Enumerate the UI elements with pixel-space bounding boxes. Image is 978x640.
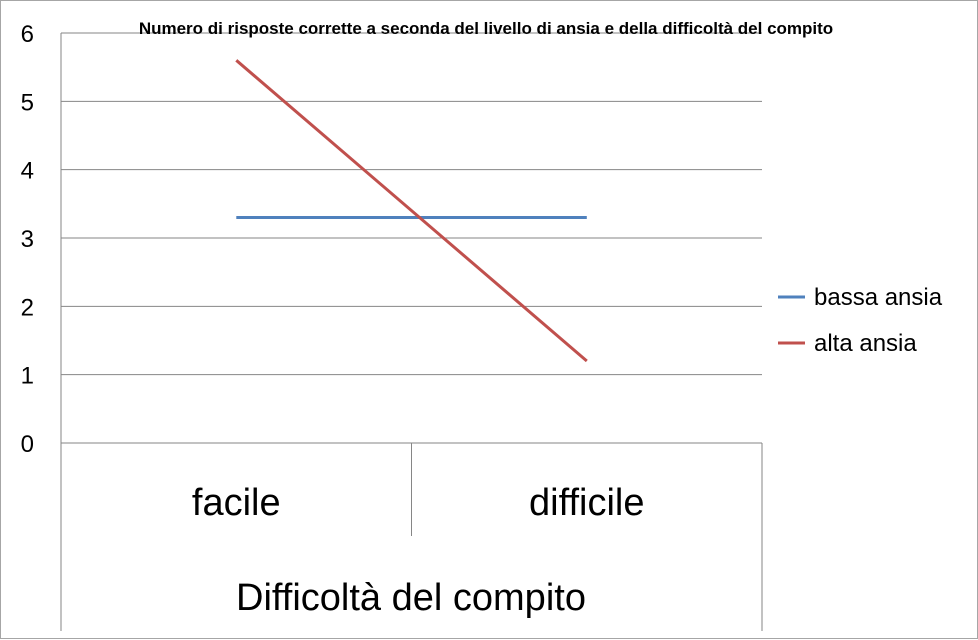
axes (60, 33, 763, 631)
category-labels: facile difficile (192, 482, 645, 524)
x-axis-title: Difficoltà del compito (236, 577, 586, 619)
gridlines (61, 32, 762, 376)
legend-label-bassa-ansia: bassa ansia (814, 284, 943, 311)
y-tick-5: 5 (21, 89, 34, 116)
legend: bassa ansia alta ansia (778, 284, 943, 357)
chart-title: Numero di risposte corrette a seconda de… (138, 19, 834, 38)
series-lines (235, 59, 588, 363)
y-tick-1: 1 (21, 363, 34, 390)
y-tick-0: 0 (21, 431, 34, 458)
y-tick-4: 4 (21, 158, 34, 185)
series-line-alta-ansia (235, 59, 588, 363)
y-tick-2: 2 (21, 294, 34, 321)
category-label-facile: facile (192, 482, 281, 524)
y-tick-3: 3 (21, 226, 34, 253)
y-tick-6: 6 (21, 21, 34, 48)
legend-label-alta-ansia: alta ansia (814, 330, 917, 357)
y-tick-labels: 0 1 2 3 4 5 6 (21, 21, 34, 458)
category-label-difficile: difficile (529, 482, 644, 524)
